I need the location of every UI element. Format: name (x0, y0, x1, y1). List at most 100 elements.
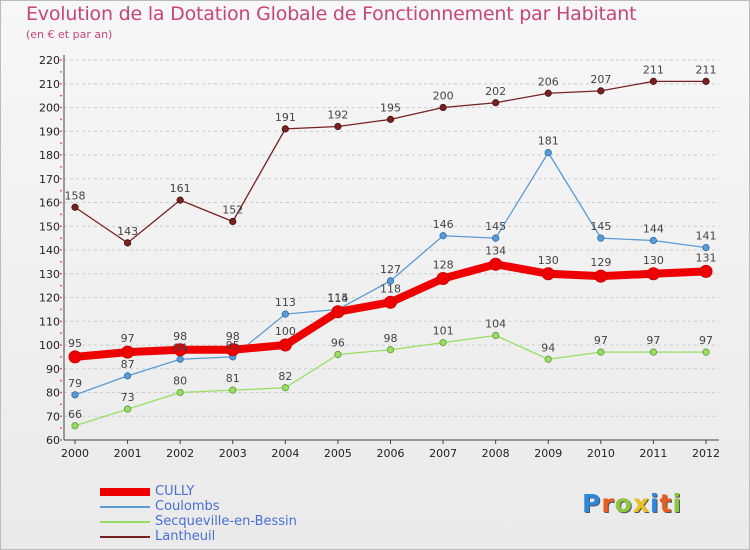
x-tick-label: 2010 (587, 447, 615, 460)
y-axis-minor-dot (60, 59, 62, 61)
logo-letter: o (614, 489, 633, 518)
x-tick-label: 2004 (271, 447, 299, 460)
data-point (489, 257, 503, 271)
data-label: 94 (173, 341, 187, 354)
data-label: 127 (380, 263, 401, 276)
logo-letter: r (601, 489, 615, 518)
data-point (68, 350, 82, 364)
data-point (439, 103, 447, 112)
series-lines (68, 77, 713, 430)
data-label: 129 (590, 256, 611, 269)
y-tick-label: 200 (39, 102, 60, 115)
data-point (544, 149, 552, 157)
data-label: 100 (275, 325, 296, 338)
data-point (176, 355, 184, 363)
data-point (278, 338, 292, 352)
x-tick-label: 2003 (219, 447, 247, 460)
data-label: 207 (590, 73, 611, 86)
grid-lines (64, 59, 719, 441)
data-label: 114 (327, 292, 348, 305)
legend-swatch (100, 521, 150, 523)
legend-label: Lantheuil (155, 529, 216, 544)
y-tick-label: 160 (39, 197, 60, 210)
data-point (436, 272, 450, 285)
y-tick-label: 100 (39, 339, 60, 352)
data-point (541, 267, 555, 281)
data-label: 143 (117, 225, 138, 238)
y-axis-minor-dot (60, 177, 62, 180)
y-axis-minor-dot (60, 344, 62, 346)
data-label: 98 (173, 330, 187, 343)
y-tick-label: 90 (46, 363, 60, 376)
data-label: 191 (275, 111, 296, 124)
y-tick-label: 210 (39, 78, 60, 91)
data-point (176, 388, 184, 397)
data-label: 211 (643, 63, 664, 76)
data-label: 115 (327, 291, 348, 304)
y-axis-minor-dot (60, 154, 62, 156)
proxiti-logo: Proxiti (582, 489, 682, 518)
data-point (544, 89, 552, 97)
y-axis-minor-dot (60, 82, 62, 85)
data-label: 82 (278, 370, 292, 383)
data-label: 79 (68, 377, 82, 390)
x-tick-label: 2005 (324, 447, 352, 460)
data-label: 98 (226, 330, 240, 343)
y-axis-minor-dot (60, 165, 62, 168)
x-tick-label: 2012 (692, 447, 720, 460)
y-axis-minor-dot (60, 201, 62, 204)
data-label: 145 (590, 220, 611, 233)
data-label: 146 (433, 218, 454, 231)
data-point (384, 295, 397, 309)
legend-label: Secqueville-en-Bessin (155, 514, 297, 529)
y-axis-minor-dot (60, 272, 62, 275)
data-point (71, 422, 79, 430)
y-axis-minor-dot (60, 130, 62, 133)
data-label: 152 (222, 204, 243, 217)
logo-letter: t (659, 489, 673, 518)
data-point (176, 196, 184, 204)
data-label: 211 (696, 63, 717, 76)
data-label: 145 (485, 220, 506, 233)
legend-swatch (100, 536, 150, 538)
data-label: 97 (121, 332, 135, 345)
y-axis-minor-dot (60, 427, 62, 430)
y-axis-minor-dot (60, 367, 62, 370)
data-point (334, 350, 342, 359)
data-point (173, 343, 187, 357)
data-point (649, 348, 658, 356)
logo-letter: i (672, 489, 683, 518)
data-point (492, 331, 500, 340)
data-point (597, 87, 605, 95)
y-tick-label: 190 (39, 125, 60, 138)
y-axis-minor-dot (60, 284, 62, 287)
data-label: 161 (170, 182, 191, 195)
data-label: 195 (380, 101, 401, 114)
legend-swatch (100, 506, 150, 508)
y-axis-minor-dot (60, 189, 62, 192)
legend-label: Coulombs (155, 499, 220, 514)
legend-label: CULLY (155, 484, 195, 499)
data-label: 97 (646, 334, 660, 347)
y-tick-label: 220 (39, 54, 60, 67)
data-point (281, 310, 289, 318)
y-tick-label: 70 (46, 410, 60, 423)
data-point (646, 267, 660, 281)
data-label: 130 (643, 254, 664, 267)
data-point (334, 122, 342, 131)
data-label: 192 (327, 109, 348, 122)
y-axis-minor-dot (60, 260, 62, 263)
data-label: 131 (696, 251, 717, 264)
data-label: 98 (384, 332, 398, 345)
data-point (386, 115, 395, 123)
data-point (71, 203, 79, 211)
y-tick-label: 170 (39, 173, 60, 186)
data-point (492, 99, 500, 107)
data-label: 95 (68, 337, 82, 350)
data-label: 66 (68, 408, 82, 421)
y-axis-minor-dot (60, 391, 62, 394)
x-tick-label: 2011 (639, 447, 667, 460)
y-axis-minor-dot (60, 225, 62, 228)
y-axis-minor-dot (60, 142, 62, 145)
y-axis-minor-dot (60, 439, 62, 441)
